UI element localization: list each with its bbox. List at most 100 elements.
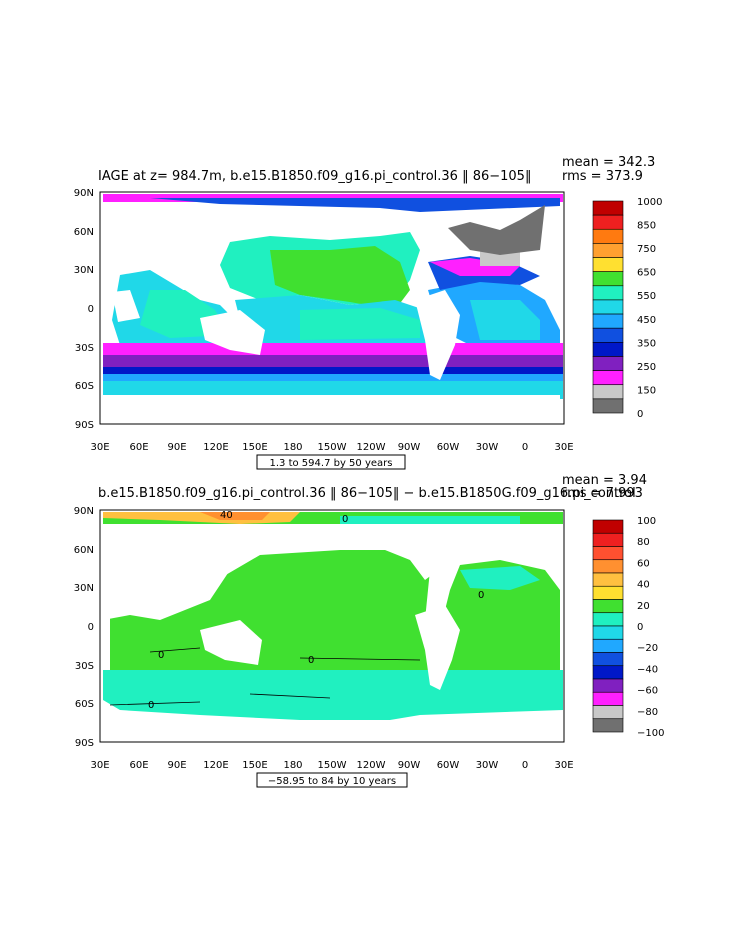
lat-tick-label: 60S	[75, 381, 94, 392]
lon-tick-label: 60W	[437, 442, 460, 453]
greenland-land	[460, 532, 560, 555]
contour-lines	[109, 647, 421, 706]
lon-tick-label: 0	[522, 760, 528, 771]
contour-label: 40	[220, 510, 233, 521]
colorbar-swatch	[592, 271, 624, 287]
southern-band-darkblue	[103, 367, 563, 375]
colorbar-label: 40	[637, 580, 650, 591]
africa-land	[112, 290, 140, 322]
colorbar-swatch	[592, 370, 624, 386]
lon-tick-label: 30W	[476, 760, 499, 771]
australia-land	[200, 310, 265, 355]
colorbar-label: −80	[637, 707, 658, 718]
lon-tick-label: 90E	[167, 442, 186, 453]
colorbar-label: 350	[637, 338, 656, 349]
colorbar-label: 20	[637, 601, 650, 612]
lat-axis: 90N 60N 30N 0 30S 60S 90S	[74, 188, 94, 431]
colorbar-label: 650	[637, 268, 656, 279]
arctic-shelf	[448, 205, 545, 255]
lat-tick-label: 60N	[74, 545, 94, 556]
lon-tick-label: 60W	[437, 760, 460, 771]
contour-label: 0	[158, 650, 164, 661]
asia-land	[103, 550, 230, 620]
lat-tick-label: 30N	[74, 265, 94, 276]
colorbar-swatch	[592, 532, 624, 547]
colorbar-swatch	[592, 718, 624, 733]
colorbar-label: −100	[637, 728, 664, 739]
arctic-deep-band	[150, 198, 560, 212]
colorbar-swatch	[592, 257, 624, 272]
australia-land	[200, 620, 262, 665]
map-area: 40 0 0 0 0 0	[100, 510, 564, 742]
colorbar-swatch	[592, 612, 624, 627]
colorbar-swatch	[592, 342, 624, 357]
colorbar-label: −60	[637, 686, 658, 697]
lon-tick-label: 30E	[554, 442, 573, 453]
colorbar-swatch	[592, 546, 624, 561]
colorbar-swatch	[592, 327, 624, 343]
rms-stat: rms = 7.993	[562, 486, 643, 501]
lon-tick-label: 60E	[129, 442, 148, 453]
lon-tick-label: 120E	[203, 760, 228, 771]
lat-tick-label: 90S	[75, 738, 94, 749]
lon-tick-label: 90W	[398, 442, 421, 453]
subtitle-box	[256, 454, 406, 470]
colorbar-label: 750	[637, 244, 656, 255]
tropical-pacific-inner	[300, 308, 420, 340]
arctic-cool-band	[340, 516, 520, 524]
colorbar-swatch	[592, 585, 624, 600]
southern-band-magenta	[103, 343, 563, 357]
colorbar-swatch	[592, 285, 624, 301]
colorbar-swatch	[592, 299, 624, 315]
north-pacific-green	[270, 246, 410, 310]
colorbar-swatch	[592, 638, 624, 653]
colorbar-label: 0	[637, 622, 643, 633]
colorbar: 1000 850 750 650 550 450 350 250 150 0	[592, 197, 662, 420]
difference-map-panel: b.e15.B1850.f09_g16.pi_control.36 ‖ 86−1…	[0, 470, 733, 800]
map-frame	[99, 191, 565, 425]
lon-tick-label: 120E	[203, 442, 228, 453]
colorbar-swatch	[592, 214, 624, 230]
lon-tick-label: 30W	[476, 442, 499, 453]
lon-tick-label: 180	[283, 442, 302, 453]
contour-label: 0	[342, 514, 348, 525]
lon-tick-label: 150E	[242, 760, 267, 771]
southern-band-blue	[103, 374, 563, 382]
colorbar-swatch	[592, 519, 624, 534]
lat-tick-label: 90N	[74, 506, 94, 517]
contour-label: 0	[308, 655, 314, 666]
colorbar-label: 550	[637, 291, 656, 302]
lat-tick-label: 30N	[74, 583, 94, 594]
lon-tick-label: 150W	[318, 442, 347, 453]
lon-tick-label: 150E	[242, 442, 267, 453]
southern-band-purple	[103, 355, 563, 369]
antarctica-land	[100, 720, 563, 742]
lon-tick-label: 30E	[554, 760, 573, 771]
lat-tick-label: 60N	[74, 227, 94, 238]
antarctica-land	[100, 395, 560, 424]
contour-label: 0	[148, 700, 154, 711]
colorbar-swatch	[592, 678, 624, 693]
lon-tick-label: 180	[283, 760, 302, 771]
map-title: IAGE at z= 984.7m, b.e15.B1850.f09_g16.p…	[98, 169, 531, 184]
colorbar-label: −20	[637, 643, 658, 654]
colorbar-label: 250	[637, 362, 656, 373]
mean-stat: mean = 342.3	[562, 155, 655, 170]
colorbar-swatch	[592, 384, 624, 400]
lon-tick-label: 30E	[90, 760, 109, 771]
north-america-land	[330, 530, 445, 580]
colorbar-label: 150	[637, 385, 656, 396]
colorbar-label: 100	[637, 516, 656, 527]
subtitle-text: −58.95 to 84 by 10 years	[268, 776, 396, 787]
lat-tick-label: 0	[88, 622, 94, 633]
south-america-land	[415, 605, 460, 690]
lon-tick-label: 120W	[357, 442, 386, 453]
colorbar-swatch	[592, 228, 624, 244]
iage-map-svg: IAGE at z= 984.7m, b.e15.B1850.f09_g16.p…	[74, 155, 662, 470]
lon-tick-label: 60E	[129, 760, 148, 771]
lon-tick-label: 90W	[398, 760, 421, 771]
colorbar-swatch	[592, 705, 624, 720]
contour-label: 0	[478, 590, 484, 601]
subtitle-box	[256, 772, 408, 788]
iage-map-panel: IAGE at z= 984.7m, b.e15.B1850.f09_g16.p…	[0, 0, 733, 470]
